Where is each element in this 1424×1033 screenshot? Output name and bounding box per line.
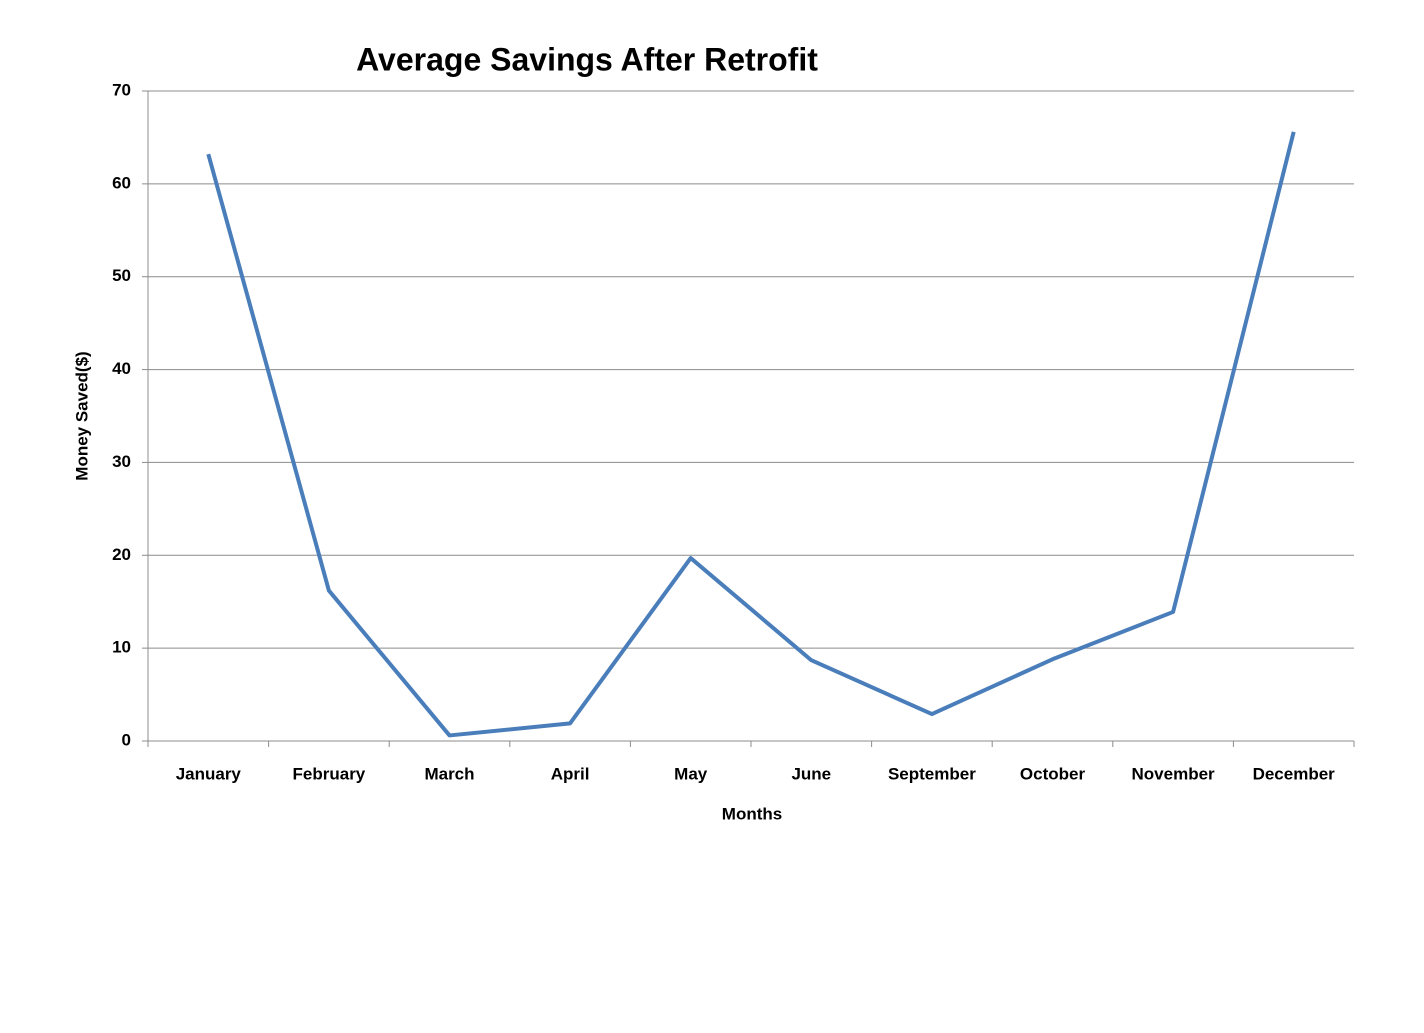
y-tick-label: 20 bbox=[112, 545, 131, 564]
y-tick-label: 40 bbox=[112, 359, 131, 378]
x-axis-label: Months bbox=[722, 804, 782, 823]
x-tick-label: June bbox=[791, 764, 831, 783]
data-line bbox=[206, 131, 1296, 738]
x-tick-label: March bbox=[424, 764, 474, 783]
x-tick-label: February bbox=[293, 764, 366, 783]
x-tick-label: October bbox=[1020, 764, 1086, 783]
y-tick-label: 10 bbox=[112, 638, 131, 657]
y-tick-label: 60 bbox=[112, 173, 131, 192]
y-tick-label: 0 bbox=[122, 730, 131, 749]
x-tick-label: April bbox=[551, 764, 590, 783]
y-tick-label: 50 bbox=[112, 266, 131, 285]
x-tick-label: November bbox=[1132, 764, 1216, 783]
y-tick-label: 30 bbox=[112, 452, 131, 471]
y-axis-label: Money Saved($) bbox=[72, 351, 91, 480]
x-tick-label: May bbox=[674, 764, 708, 783]
chart-title: Average Savings After Retrofit bbox=[356, 41, 818, 77]
y-tick-label: 70 bbox=[112, 80, 131, 99]
x-tick-label: December bbox=[1253, 764, 1336, 783]
x-tick-label: September bbox=[888, 764, 976, 783]
x-tick-label: January bbox=[176, 764, 242, 783]
